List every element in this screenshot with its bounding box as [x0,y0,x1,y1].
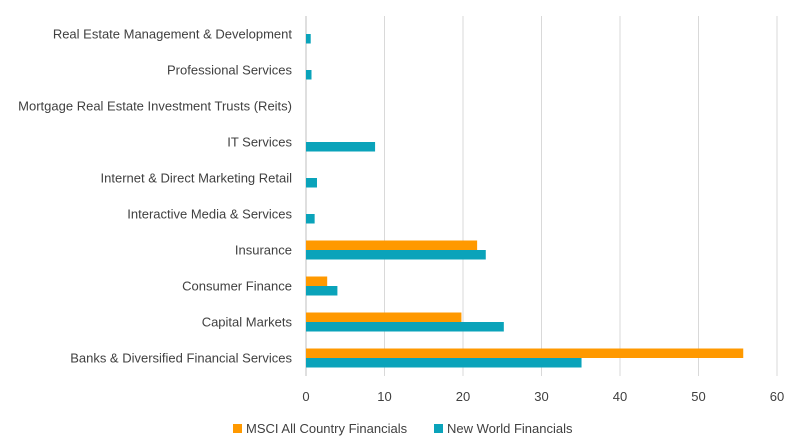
bar-new-world [306,286,338,296]
x-tick-label: 60 [770,389,784,404]
bar-msci [306,312,462,322]
x-tick-label: 50 [691,389,705,404]
x-tick-label: 30 [534,389,548,404]
bar-new-world [306,178,317,188]
bars [306,34,744,368]
legend-label-new-world: New World Financials [447,421,573,436]
category-label: Consumer Finance [182,279,292,294]
gridlines [305,16,778,376]
category-label: Mortgage Real Estate Investment Trusts (… [18,99,292,114]
bar-new-world [306,358,582,368]
category-label: Professional Services [167,63,292,78]
legend-swatch-new-world [434,424,443,433]
bar-new-world [306,142,376,152]
bar-new-world [306,70,312,80]
category-label: Insurance [235,243,292,258]
bar-new-world [306,322,504,332]
bar-msci [306,276,328,286]
x-tick-label: 10 [377,389,391,404]
bar-new-world [306,34,311,44]
bar-msci [306,240,478,250]
x-tick-labels: 0 10 20 30 40 50 60 [302,389,784,404]
category-label: Interactive Media & Services [127,207,292,222]
x-tick-label: 40 [613,389,627,404]
x-tick-label: 0 [302,389,309,404]
category-label: Internet & Direct Marketing Retail [101,171,293,186]
category-labels: Real Estate Management & Development Prof… [18,27,292,366]
category-label: Capital Markets [202,315,293,330]
bar-new-world [306,214,315,224]
category-label: Banks & Diversified Financial Services [70,351,292,366]
x-tick-label: 20 [456,389,470,404]
legend: MSCI All Country Financials New World Fi… [233,421,573,436]
legend-swatch-msci [233,424,242,433]
category-label: Real Estate Management & Development [53,27,293,42]
category-label: IT Services [227,135,292,150]
bar-msci [306,348,744,358]
legend-label-msci: MSCI All Country Financials [246,421,408,436]
bar-new-world [306,250,486,260]
